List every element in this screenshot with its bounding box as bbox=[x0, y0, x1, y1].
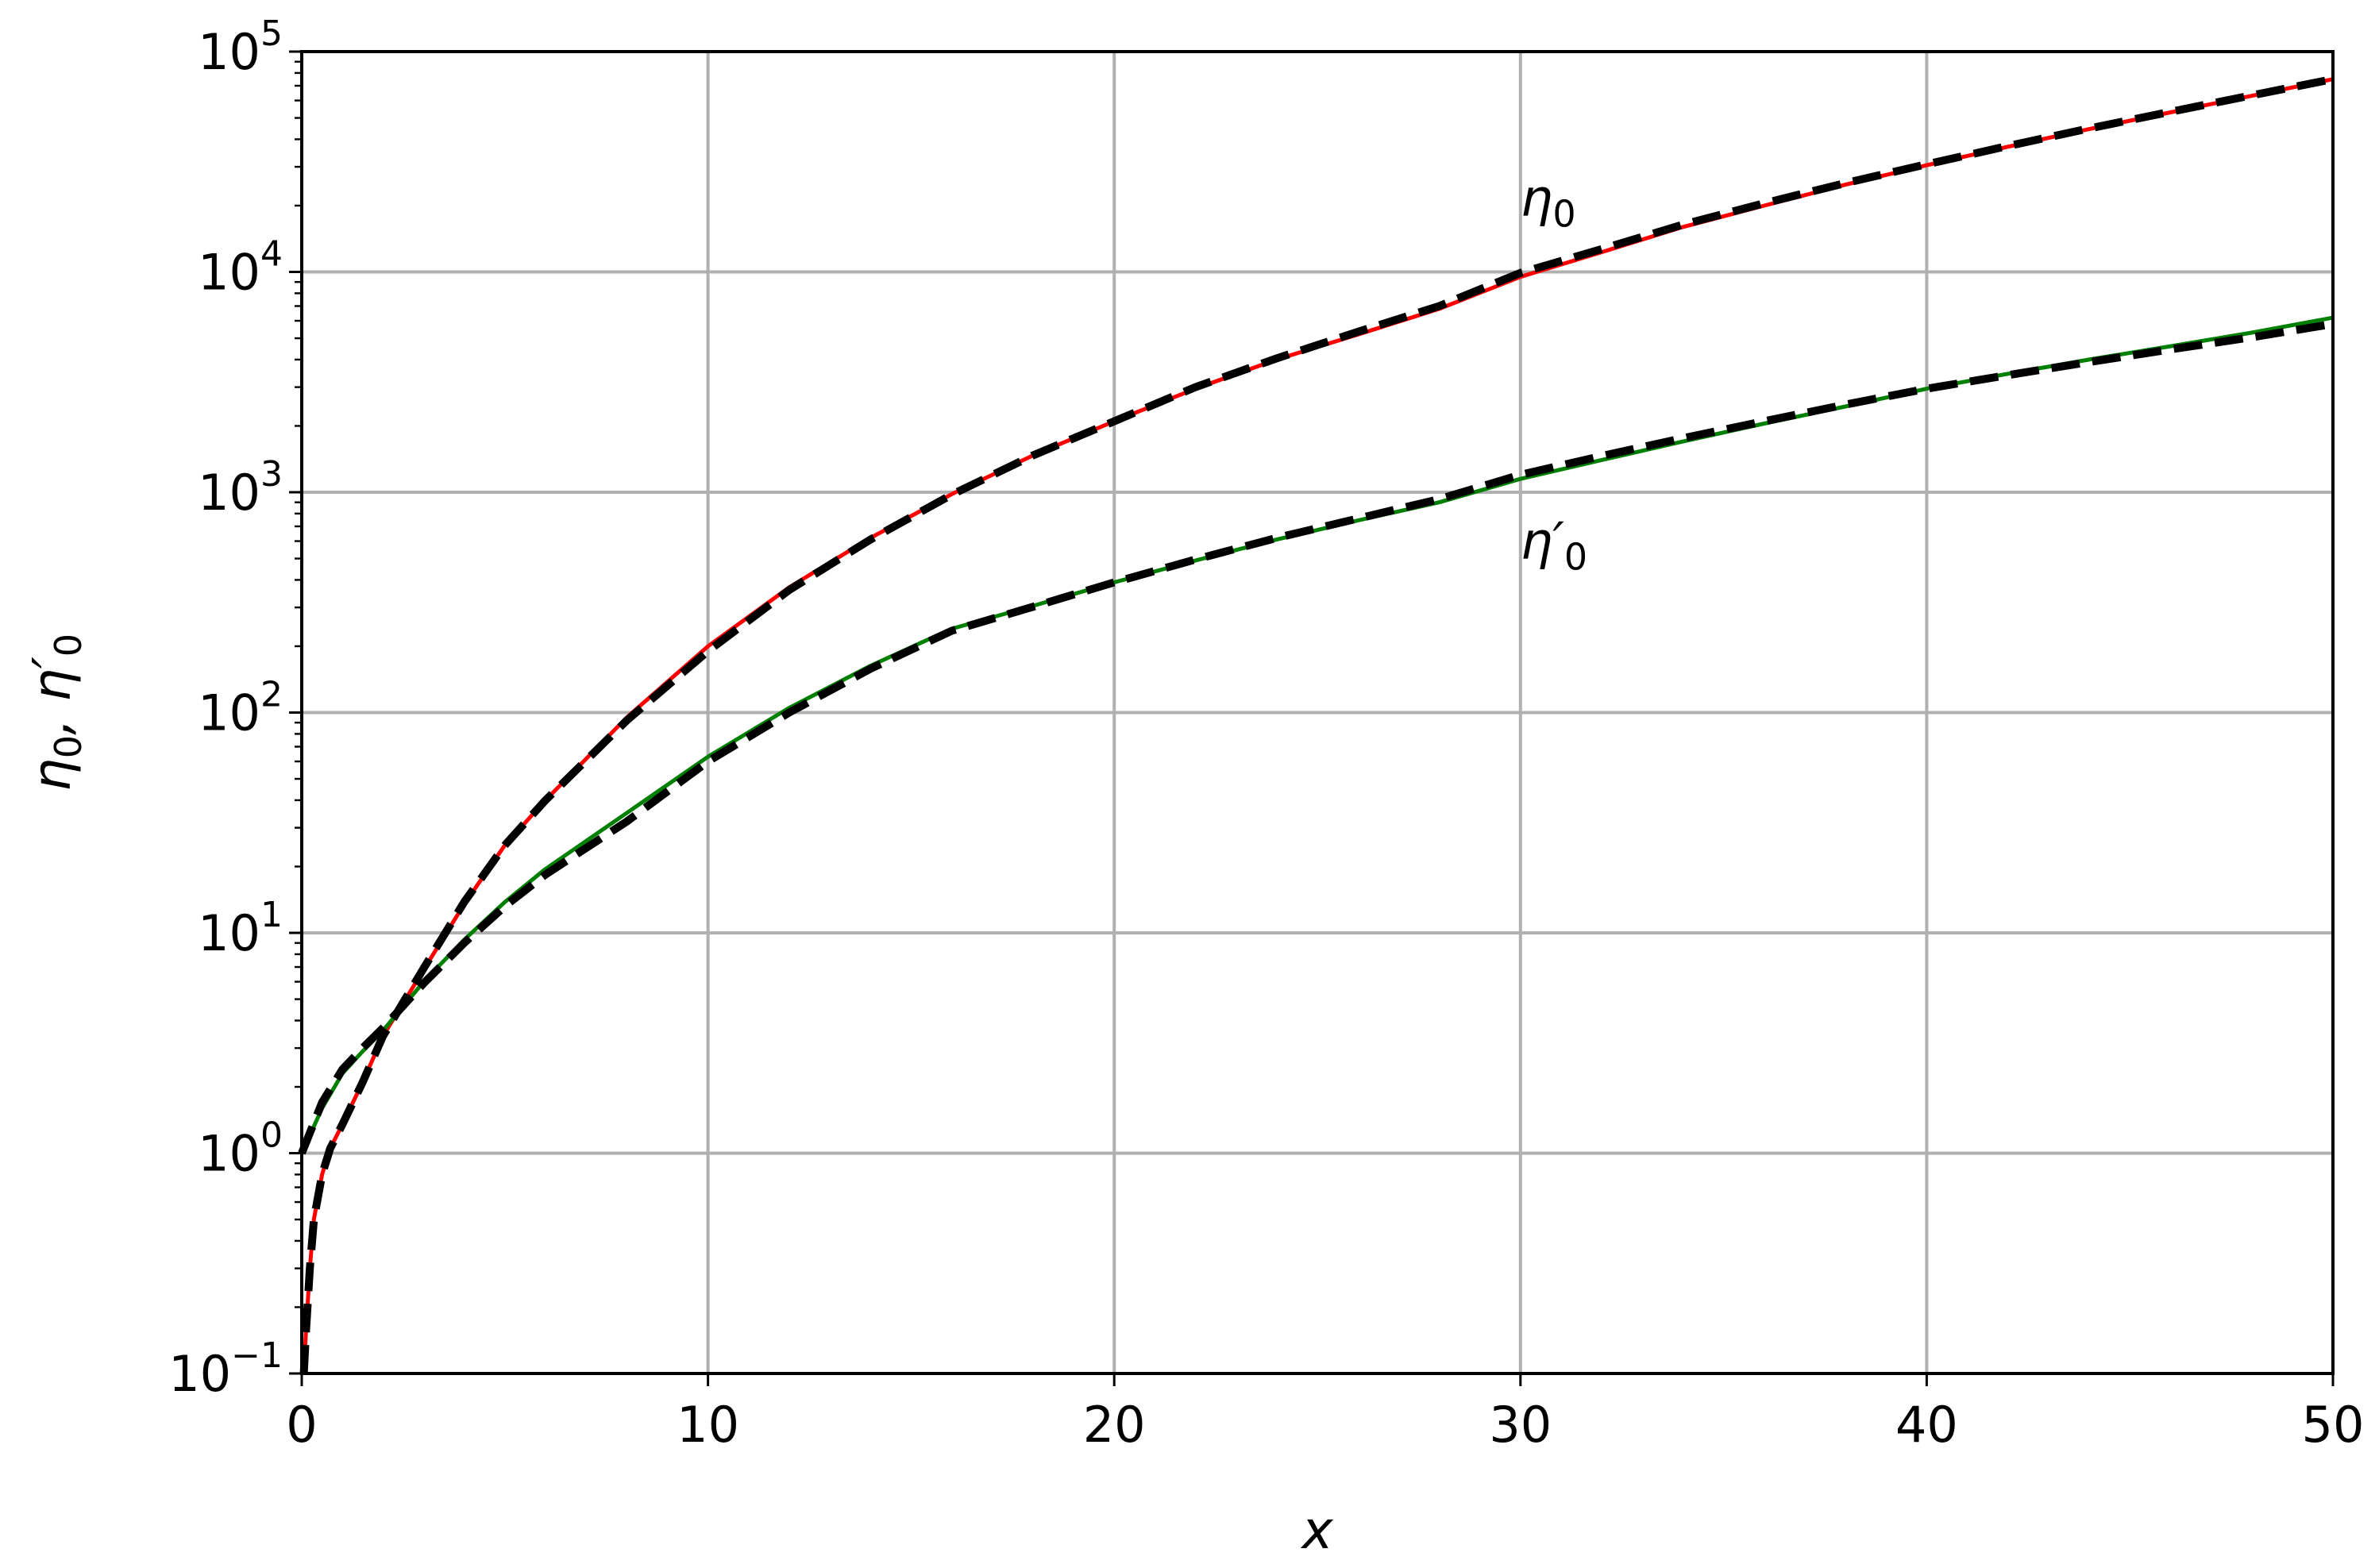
x-tick-label: 0 bbox=[286, 1396, 317, 1454]
series-line-eta0prime_fit bbox=[298, 320, 2334, 1155]
y-axis-label: η0, η′0 bbox=[21, 634, 90, 792]
curve-annotation: η0 bbox=[1521, 170, 1576, 236]
y-tick-label: 104 bbox=[198, 234, 283, 302]
annotation-layer: η0 η′0 bbox=[1521, 170, 1587, 579]
y-tick-label: 105 bbox=[198, 13, 283, 81]
y-tick-label: 101 bbox=[198, 895, 283, 962]
x-axis-label: x bbox=[1300, 1500, 1333, 1561]
series-line-eta0_fit bbox=[299, 75, 2334, 1374]
x-tick-label: 50 bbox=[2302, 1396, 2365, 1454]
label-layer: 0 10 20 30 40 50 10−1 100 101 102 103 104 105 x η0, η′… bbox=[21, 13, 2364, 1561]
x-tick-label: 30 bbox=[1489, 1396, 1552, 1454]
tick-layer bbox=[289, 50, 2335, 1386]
series-layer bbox=[298, 75, 2334, 1374]
y-tick-label: 100 bbox=[198, 1115, 283, 1183]
y-tick-label: 103 bbox=[198, 454, 283, 522]
y-tick-label: 10−1 bbox=[168, 1335, 283, 1403]
x-tick-label: 10 bbox=[677, 1396, 739, 1454]
x-tick-label: 40 bbox=[1895, 1396, 1958, 1454]
x-tick-label: 20 bbox=[1083, 1396, 1146, 1454]
curve-annotation: η′0 bbox=[1521, 513, 1587, 579]
y-tick-label: 102 bbox=[198, 675, 283, 742]
